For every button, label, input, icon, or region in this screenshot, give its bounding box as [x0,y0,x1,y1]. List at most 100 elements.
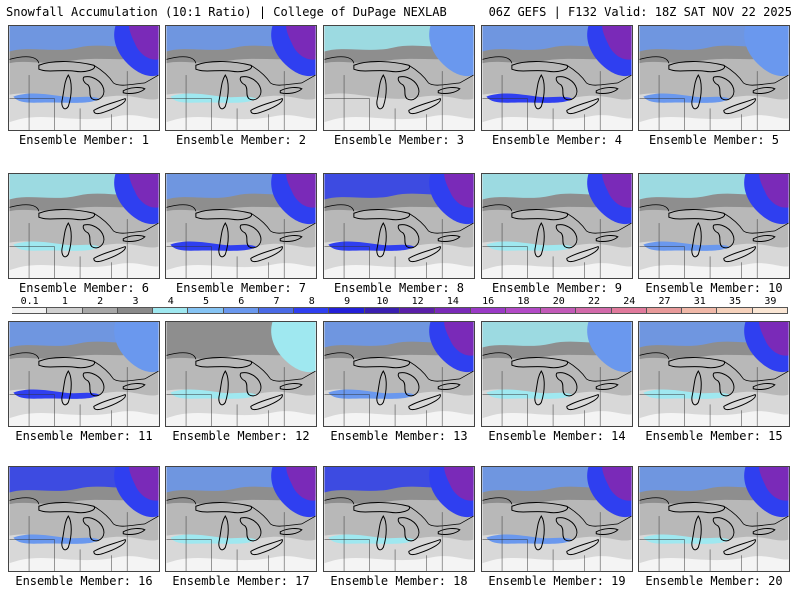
state-borders [639,367,758,426]
lake-effect-snow-band [486,534,573,544]
lake-huron-outline [555,517,578,542]
lake-erie-outline [93,393,126,411]
lake-ontario-outline [752,528,776,535]
snowfall-map [638,466,790,572]
snowfall-map [8,466,160,572]
northeast-snow-maximum [429,26,474,77]
northeast-snow-core [444,467,474,501]
lake-michigan-outline [691,74,702,110]
colorbar-swatch [682,307,718,314]
lake-effect-snow-band [170,534,257,544]
snow-field-trace [324,411,474,426]
lake-erie-outline [93,245,126,263]
international-border [166,56,316,86]
lake-superior-outline [195,357,253,369]
ensemble-member-panel: Ensemble Member: 16 [8,466,160,588]
state-borders [482,512,601,571]
northeast-snow-core [759,467,789,501]
lake-effect-snow-band [170,389,257,399]
lake-superior-outline [511,61,569,73]
lake-michigan-outline [61,370,72,406]
state-borders [9,367,128,426]
snow-field-trace [166,556,316,571]
state-borders [166,512,285,571]
lake-huron-outline [82,372,105,397]
lake-michigan-outline [218,222,229,258]
lake-effect-snow-band [170,93,257,103]
ensemble-member-label: Ensemble Member: 18 [330,574,468,588]
state-borders [9,219,128,278]
ensemble-member-label: Ensemble Member: 19 [488,574,626,588]
international-border [9,352,159,382]
state-borders [324,71,443,130]
snow-field-trace [482,115,632,130]
lake-huron-outline [712,76,735,101]
ensemble-member-panel: Ensemble Member: 8 [323,173,475,295]
ensemble-member-panel: Ensemble Member: 13 [323,321,475,443]
state-borders [324,219,443,278]
colorbar-tick-label: 31 [693,296,706,307]
lake-effect-snow-band [13,241,100,251]
lake-effect-snow-band [486,241,573,251]
lake-superior-outline [353,209,411,221]
snowfall-map [481,321,633,427]
lake-erie-outline [723,538,756,556]
colorbar-tick-label: 14 [446,296,459,307]
colorbar-swatch [258,307,295,314]
snowfall-map [638,25,790,131]
lake-superior-outline [353,502,411,514]
lake-superior-outline [668,502,726,514]
international-border [639,352,789,382]
lake-huron-outline [239,76,262,101]
state-borders [482,367,601,426]
lake-michigan-outline [218,515,229,551]
state-borders [324,512,443,571]
international-border [639,56,789,86]
northeast-snow-core [286,467,316,501]
lake-erie-outline [250,393,283,411]
snowfall-map [481,173,633,279]
colorbar-tick-label: 5 [202,296,210,307]
lake-huron-outline [397,517,420,542]
international-border [482,497,632,527]
lake-superior-outline [668,61,726,73]
state-borders [482,219,601,278]
snow-field-trace [324,556,474,571]
colorbar-swatch [12,307,48,314]
colorbar-swatch [364,307,400,314]
international-border [639,497,789,527]
lake-ontario-outline [279,383,303,390]
snowfall-map [8,173,160,279]
snow-field-trace [166,115,316,130]
colorbar-swatch [47,307,83,314]
lake-superior-outline [668,357,726,369]
lake-erie-outline [93,538,126,556]
northeast-snow-core [129,174,159,208]
lake-huron-outline [397,76,420,101]
colorbar-tick-label: 2 [97,296,104,307]
lake-effect-snow-band [486,93,573,103]
lake-ontario-outline [595,87,619,94]
colorbar-swatch [435,307,471,314]
state-borders [166,219,285,278]
lake-erie-outline [93,97,126,115]
ensemble-member-label: Ensemble Member: 20 [645,574,783,588]
international-border [324,497,474,527]
ensemble-member-panel: Ensemble Member: 20 [638,466,790,588]
northeast-snow-core [759,322,789,356]
lake-ontario-outline [279,528,303,535]
lake-ontario-outline [122,383,146,390]
lake-ontario-outline [752,383,776,390]
international-border [639,204,789,234]
lake-ontario-outline [122,235,146,242]
lake-erie-outline [566,245,599,263]
northeast-snow-core [129,467,159,501]
ensemble-member-label: Ensemble Member: 5 [648,133,780,147]
colorbar-tick-label: 18 [517,296,530,307]
state-borders [166,367,285,426]
northeast-snow-core [286,174,316,208]
ensemble-member-panel: Ensemble Member: 3 [323,25,475,147]
snow-field-trace [324,115,474,130]
snowfall-map [323,321,475,427]
lake-michigan-outline [691,515,702,551]
